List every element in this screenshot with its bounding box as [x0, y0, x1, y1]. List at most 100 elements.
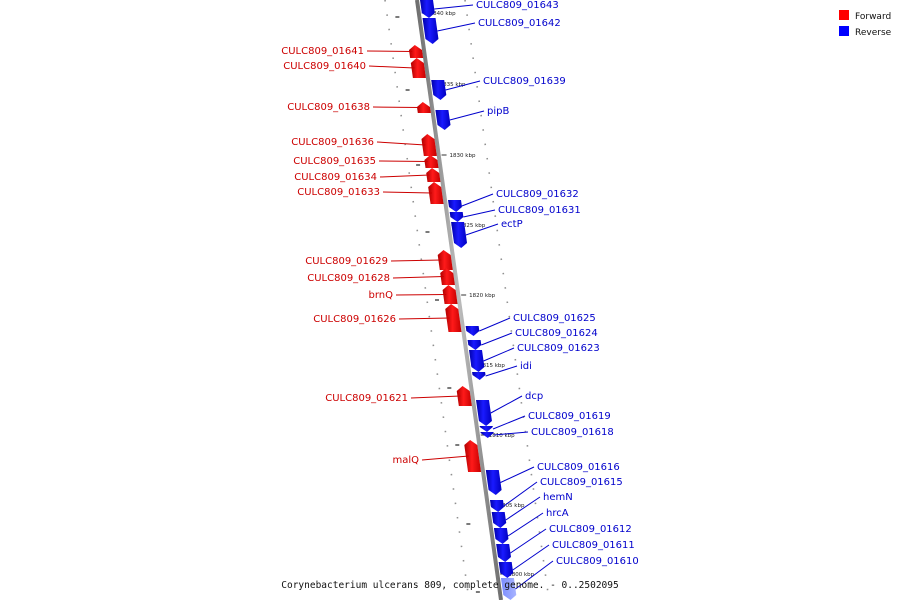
kbp-tick-label: 1835 kbp — [440, 82, 466, 88]
forward-leader-line — [368, 65, 415, 69]
ectP-gene-arrow — [451, 222, 468, 248]
reverse-leader-line — [481, 332, 513, 346]
reverse-gene-label: CULC809_01632 — [496, 189, 579, 200]
reverse-gene-label: CULC809_01615 — [540, 477, 623, 488]
gene-labels: CULC809_01641 CULC809_01640 CULC809_01638 C… — [281, 0, 639, 567]
forward-gene-label: CULC809_01621 — [325, 393, 408, 404]
forward-leader-line — [376, 141, 426, 146]
reverse-leader-line — [505, 496, 541, 521]
CULC809_01635-gene-arrow — [424, 155, 439, 168]
hrcA-gene-arrow — [493, 528, 509, 544]
CULC809_01638-gene-arrow — [416, 102, 431, 113]
legend-reverse-swatch — [839, 26, 849, 36]
malQ-gene-arrow — [464, 440, 482, 472]
reverse-gene-label: CULC809_01623 — [517, 343, 600, 354]
reverse-gene-label: CULC809_01610 — [556, 556, 639, 567]
forward-gene-label: CULC809_01641 — [281, 46, 364, 57]
CULC809_01636-gene-arrow — [421, 134, 437, 156]
reverse-leader-line — [493, 431, 529, 436]
forward-leader-line — [390, 259, 442, 262]
CULC809_01633-gene-arrow — [428, 182, 444, 204]
CULC809_01612-gene-arrow — [496, 544, 511, 562]
reverse-leader-line — [449, 110, 485, 121]
CULC809_01642-gene-arrow — [422, 18, 439, 44]
reverse-leader-line — [461, 193, 494, 207]
CULC809_01610-gene-arrow — [500, 578, 517, 600]
dcp-gene-arrow — [476, 400, 492, 426]
forward-leader-line — [378, 160, 428, 162]
reverse-leader-line — [479, 317, 511, 332]
forward-leader-line — [392, 276, 444, 279]
legend-forward-swatch — [839, 10, 849, 20]
reverse-leader-line — [500, 466, 535, 483]
kbp-tick-label: 1830 kbp — [450, 153, 476, 159]
CULC809_01621-gene-arrow — [456, 386, 472, 406]
legend: Forward Reverse — [839, 10, 892, 38]
label-leader-lines — [366, 4, 554, 590]
reverse-guide-line — [464, 0, 550, 600]
reverse-leader-line — [463, 209, 496, 218]
CULC809_01632-gene-arrow — [448, 200, 462, 212]
CULC809_01631-gene-arrow — [449, 212, 464, 222]
CULC809_01641-gene-arrow — [409, 45, 424, 58]
forward-leader-line — [398, 317, 450, 320]
reverse-leader-line — [490, 395, 523, 414]
CULC809_01625-gene-arrow — [465, 326, 480, 336]
kbp-tick-label: 1800 kbp — [508, 572, 534, 578]
forward-gene-label: CULC809_01628 — [307, 273, 390, 284]
reverse-gene-label: hrcA — [546, 508, 569, 519]
forward-leader-line — [395, 294, 447, 296]
reverse-leader-line — [512, 544, 550, 571]
forward-leader-line — [382, 191, 433, 194]
reverse-gene-label: CULC809_01624 — [515, 328, 598, 339]
CULC809_01643-gene-arrow — [420, 0, 435, 18]
kbp-tick-label: 1825 kbp — [459, 223, 485, 229]
forward-gene-label: CULC809_01638 — [287, 102, 370, 113]
CULC809_01623-gene-arrow — [469, 350, 485, 372]
reverse-leader-line — [510, 528, 547, 554]
dotted-guide-lines — [384, 0, 550, 600]
reverse-gene-label: ectP — [501, 219, 523, 230]
reverse-leader-line — [507, 512, 544, 537]
forward-gene-label: CULC809_01636 — [291, 137, 374, 148]
forward-gene-label: CULC809_01629 — [305, 256, 388, 267]
reverse-leader-line — [483, 347, 515, 362]
forward-gene-label: malQ — [392, 455, 419, 466]
reverse-gene-label: CULC809_01612 — [549, 524, 632, 535]
reverse-leader-line — [437, 22, 476, 32]
reverse-gene-label: CULC809_01611 — [552, 540, 635, 551]
CULC809_01628-gene-arrow — [440, 268, 455, 285]
reverse-gene-label: CULC809_01618 — [531, 427, 614, 438]
forward-gene-label: CULC809_01633 — [297, 187, 380, 198]
reverse-gene-label: pipB — [487, 106, 509, 117]
kbp-tick-label: 1820 kbp — [469, 293, 495, 299]
reverse-leader-line — [465, 223, 499, 236]
reverse-gene-label: CULC809_01631 — [498, 205, 581, 216]
legend-reverse-label: Reverse — [855, 28, 892, 38]
forward-leader-line — [366, 50, 413, 52]
reverse-leader-line — [515, 560, 554, 590]
kbp-tick-label: 1805 kbp — [499, 503, 525, 509]
CULC809_01629-gene-arrow — [437, 250, 453, 270]
legend-forward-label: Forward — [855, 12, 891, 22]
reverse-gene-label: CULC809_01619 — [528, 411, 611, 422]
CULC809_01640-gene-arrow — [410, 58, 426, 78]
kbp-tick-label: 1815 kbp — [479, 363, 505, 369]
reverse-gene-label: hemN — [543, 492, 573, 503]
reverse-gene-label: CULC809_01643 — [476, 0, 559, 11]
CULC809_01624-gene-arrow — [467, 340, 482, 350]
forward-gene-label: CULC809_01640 — [283, 61, 366, 72]
forward-leader-line — [410, 395, 461, 399]
reverse-gene-label: CULC809_01616 — [537, 462, 620, 473]
CULC809_01616-gene-arrow — [485, 470, 502, 495]
pipB-gene-arrow — [435, 110, 451, 130]
CULC809_01634-gene-arrow — [426, 168, 441, 182]
idi-gene-arrow — [472, 372, 486, 380]
CULC809_01618-gene-arrow — [480, 432, 494, 438]
forward-gene-label: CULC809_01626 — [313, 314, 396, 325]
reverse-gene-label: CULC809_01639 — [483, 76, 566, 87]
forward-gene-label: brnQ — [369, 290, 394, 301]
forward-gene-label: CULC809_01635 — [293, 156, 376, 167]
reverse-leader-line — [434, 4, 474, 10]
